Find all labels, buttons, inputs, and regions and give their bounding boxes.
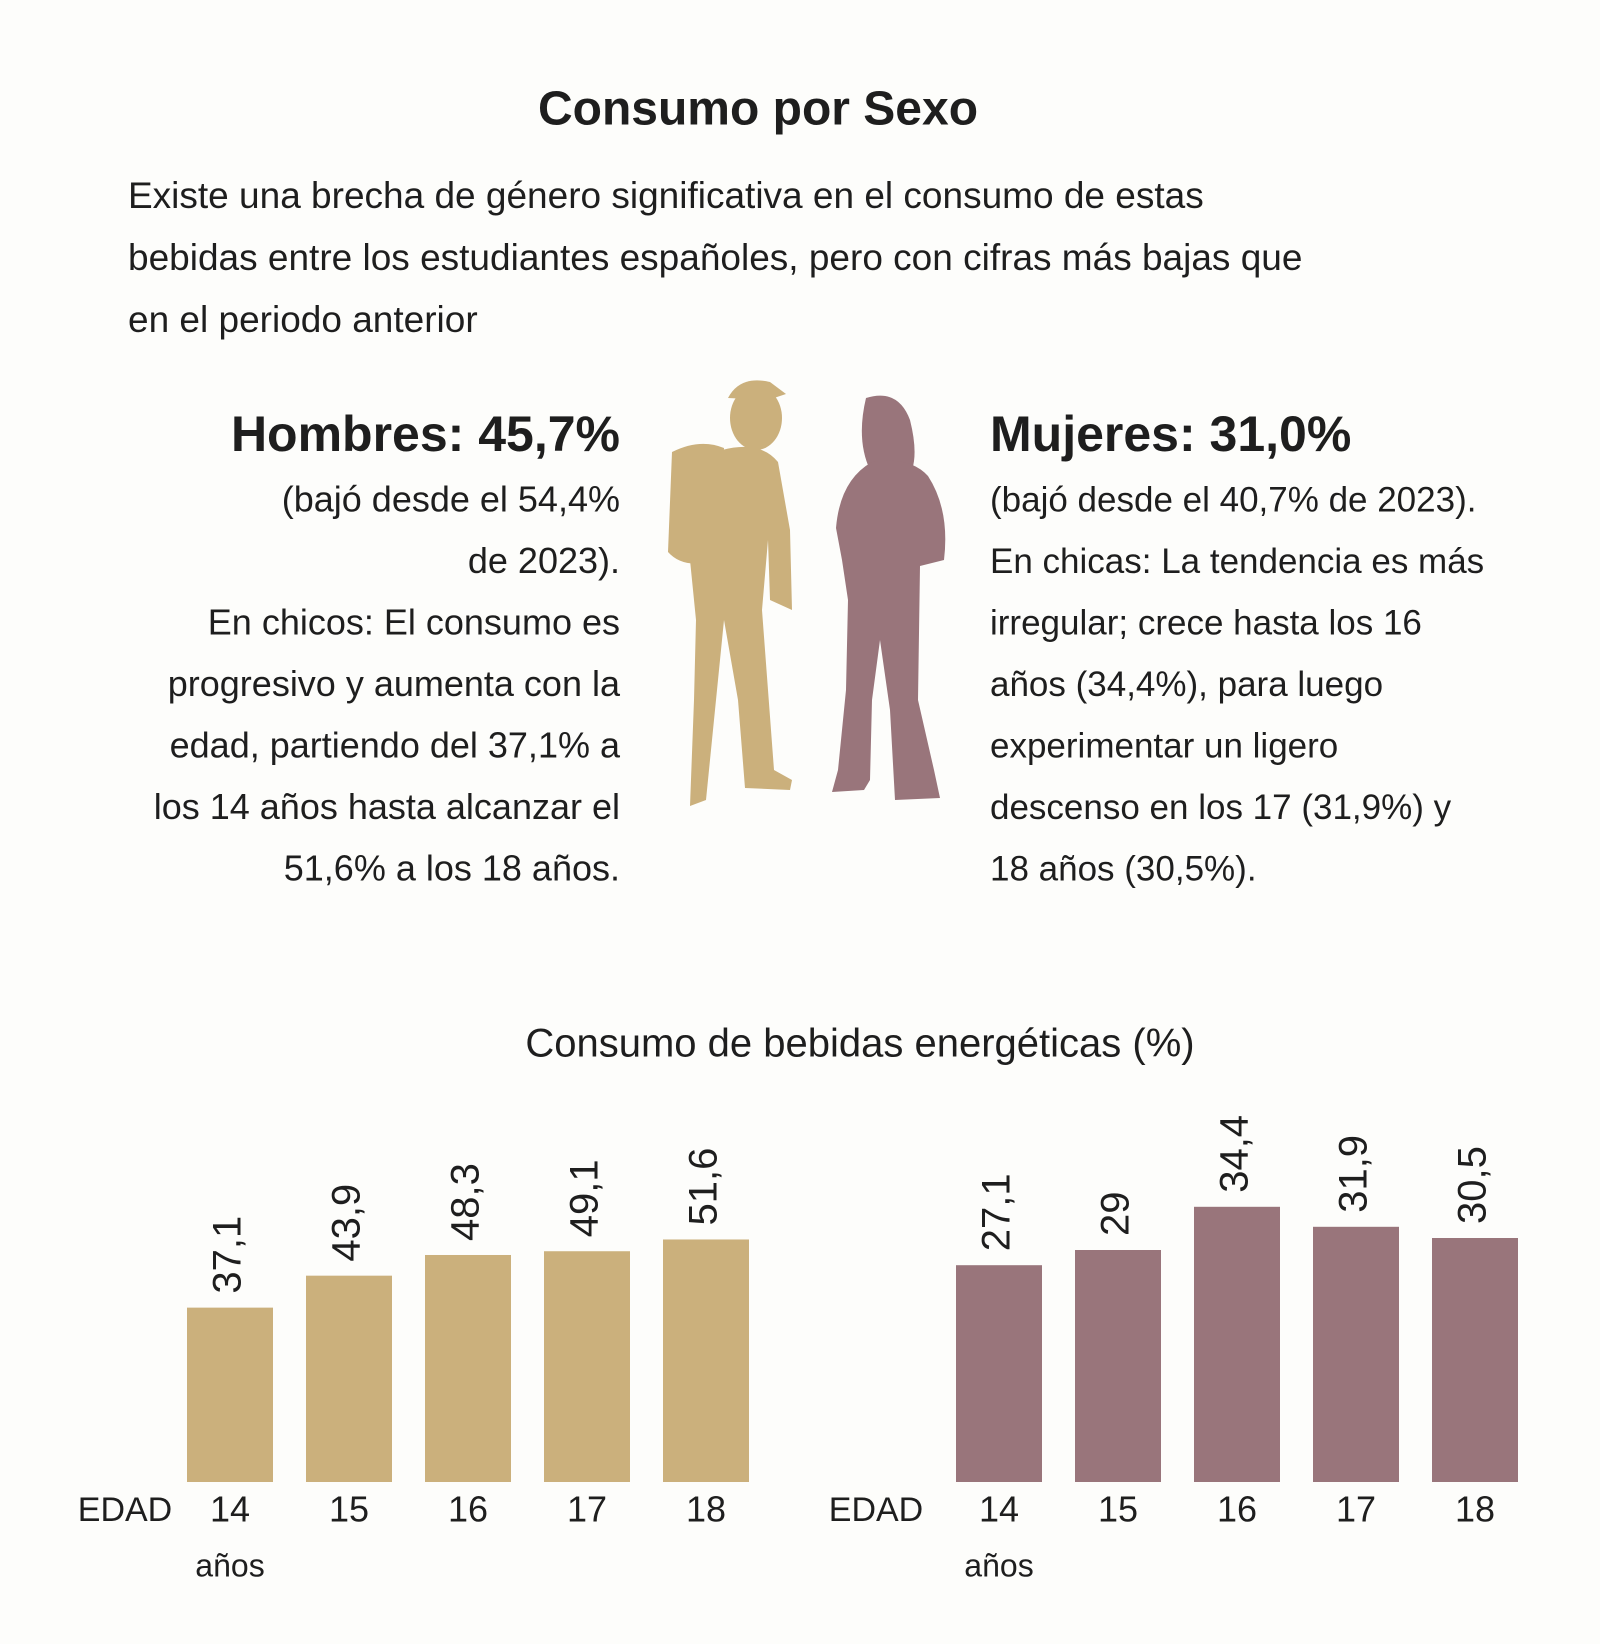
mujeres-line: irregular; crece hasta los 16 [990, 603, 1422, 642]
mujeres-heading: Mujeres: 31,0% [990, 406, 1351, 462]
bar [956, 1265, 1042, 1482]
hombres-heading: Hombres: 45,7% [231, 406, 620, 462]
hombres-line: los 14 años hasta alcanzar el [154, 786, 620, 827]
bar [544, 1251, 630, 1482]
mujeres-line: En chicas: La tendencia es más [990, 542, 1484, 581]
bar [187, 1307, 273, 1482]
value-label: 49,1 [563, 1159, 607, 1237]
bar [1194, 1206, 1280, 1482]
mujeres-line: años (34,4%), para luego [990, 665, 1383, 704]
x-tick-label: 15 [1098, 1489, 1138, 1530]
value-label: 31,9 [1332, 1135, 1376, 1213]
hombres-line: de 2023). [468, 540, 620, 581]
hombres-line: (bajó desde el 54,4% [282, 479, 620, 520]
hombres-line: progresivo y aumenta con la [168, 663, 621, 704]
charts: EDAD años 14 37,1 15 43,9 16 48,3 17 49,1 18 51,6 ED… [78, 1115, 1518, 1583]
bar [306, 1275, 392, 1482]
bar [1313, 1226, 1399, 1482]
value-label: 30,5 [1451, 1146, 1495, 1224]
value-label: 34,4 [1213, 1115, 1257, 1193]
value-label: 27,1 [975, 1173, 1019, 1251]
value-label: 37,1 [206, 1216, 250, 1294]
bar [1432, 1238, 1518, 1482]
mujeres-block: Mujeres: 31,0% (bajó desde el 40,7% de 20… [990, 406, 1484, 888]
hombres-block: Hombres: 45,7% (bajó desde el 54,4% de 202… [154, 406, 621, 888]
x-axis-label: EDAD [829, 1491, 923, 1529]
chart-title: Consumo de bebidas energéticas (%) [525, 1022, 1194, 1066]
value-label: 48,3 [444, 1163, 488, 1241]
hombres-line: En chicos: El consumo es [208, 602, 620, 643]
x-tick-label: 18 [1455, 1489, 1495, 1530]
bar [425, 1254, 511, 1482]
x-axis-unit: años [964, 1547, 1033, 1583]
x-tick-label: 16 [1217, 1489, 1257, 1530]
value-label: 43,9 [325, 1184, 369, 1262]
x-tick-label: 14 [210, 1489, 250, 1530]
x-axis-label: EDAD [78, 1491, 172, 1529]
x-tick-label: 17 [567, 1489, 607, 1530]
mujeres-line: experimentar un ligero [990, 726, 1338, 765]
mujeres-line: descenso en los 17 (31,9%) y [990, 788, 1452, 827]
x-tick-label: 14 [979, 1489, 1019, 1530]
x-axis-unit: años [195, 1547, 264, 1583]
bar [663, 1239, 749, 1482]
value-label: 29 [1094, 1192, 1138, 1237]
value-label: 51,6 [682, 1148, 726, 1226]
man-silhouette [668, 380, 792, 806]
intro-line: en el periodo anterior [128, 299, 478, 340]
hombres-line: edad, partiendo del 37,1% a [170, 725, 621, 766]
hombres-line: 51,6% a los 18 años. [284, 848, 620, 889]
x-tick-label: 16 [448, 1489, 488, 1530]
x-tick-label: 17 [1336, 1489, 1376, 1530]
bar [1075, 1250, 1161, 1482]
x-tick-label: 18 [686, 1489, 726, 1530]
intro: Existe una brecha de género significativ… [128, 175, 1302, 340]
woman-silhouette [832, 395, 946, 800]
x-tick-label: 15 [329, 1489, 369, 1530]
intro-line: Existe una brecha de género significativ… [128, 175, 1204, 216]
intro-line: bebidas entre los estudiantes españoles,… [128, 237, 1302, 278]
page-title: Consumo por Sexo [538, 83, 978, 136]
mujeres-line: 18 años (30,5%). [990, 849, 1257, 888]
mujeres-line: (bajó desde el 40,7% de 2023). [990, 480, 1476, 519]
